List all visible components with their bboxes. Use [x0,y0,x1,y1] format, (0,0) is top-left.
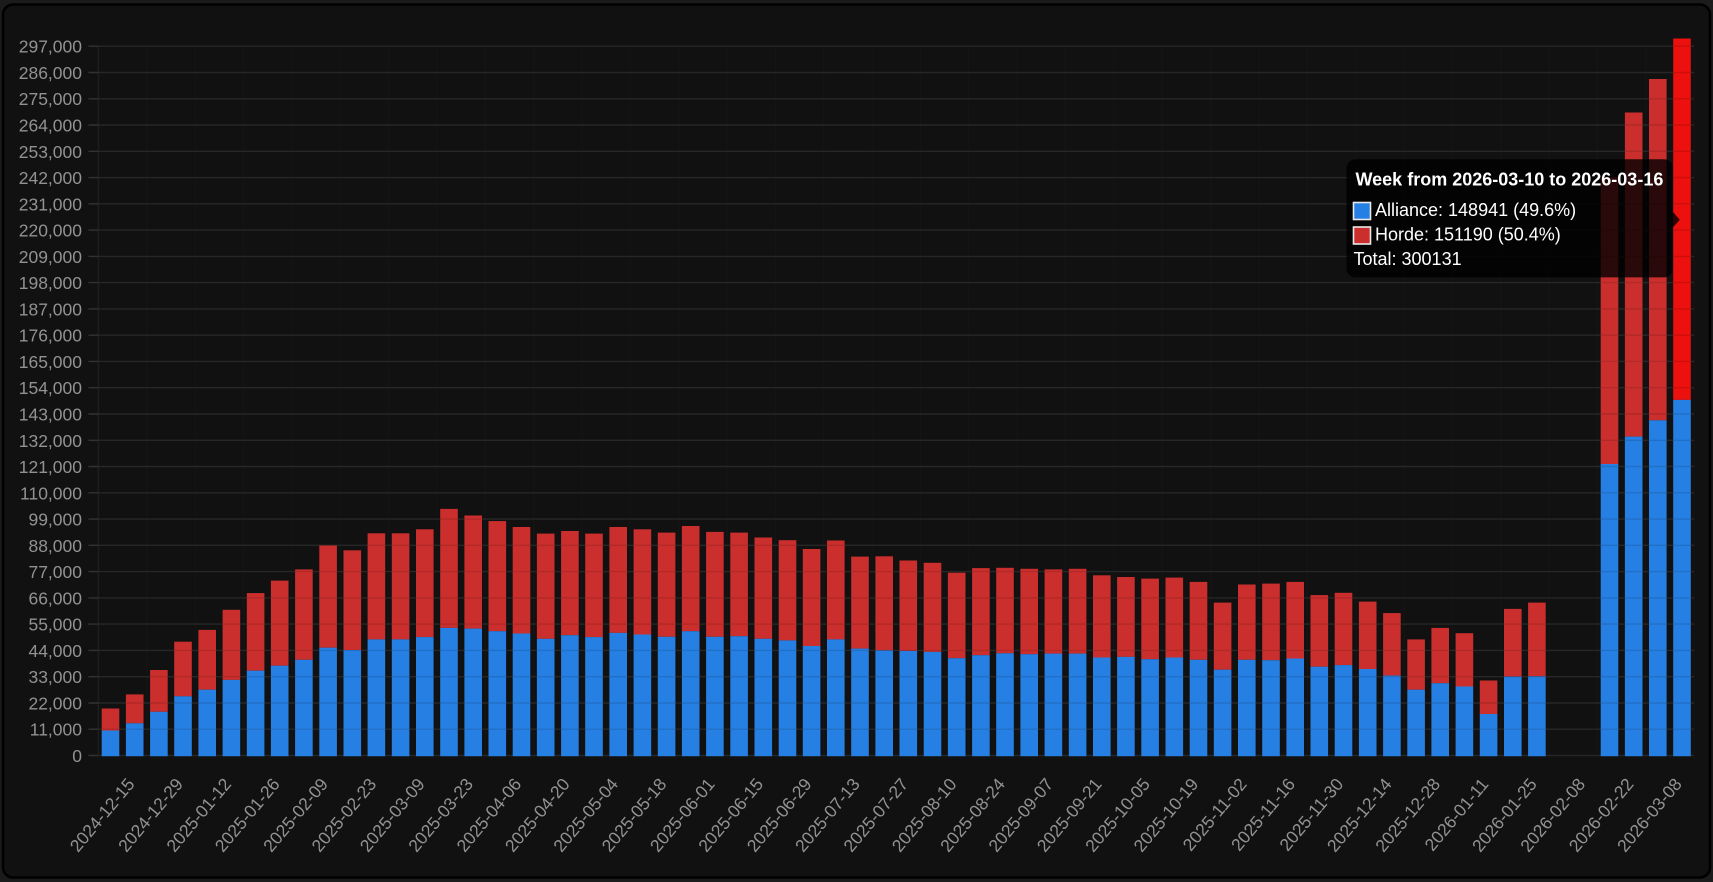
svg-text:121,000: 121,000 [19,457,83,477]
svg-text:55,000: 55,000 [28,615,82,635]
svg-text:297,000: 297,000 [19,37,83,57]
svg-text:110,000: 110,000 [20,483,82,503]
svg-text:198,000: 198,000 [19,273,83,293]
svg-text:0: 0 [72,746,82,766]
svg-text:242,000: 242,000 [19,168,83,188]
svg-text:11,000: 11,000 [30,720,82,740]
svg-text:187,000: 187,000 [19,299,83,319]
svg-text:88,000: 88,000 [28,536,82,556]
svg-text:165,000: 165,000 [19,352,83,372]
svg-text:77,000: 77,000 [28,562,82,582]
svg-text:286,000: 286,000 [19,63,83,83]
svg-text:Horde: 151190 (50.4%): Horde: 151190 (50.4%) [1375,225,1561,245]
svg-text:132,000: 132,000 [19,431,83,451]
svg-text:33,000: 33,000 [28,667,82,687]
svg-text:154,000: 154,000 [19,378,83,398]
svg-text:231,000: 231,000 [19,194,83,214]
svg-text:209,000: 209,000 [19,247,83,267]
svg-text:143,000: 143,000 [19,405,83,425]
svg-text:99,000: 99,000 [28,510,82,530]
svg-text:264,000: 264,000 [19,116,83,136]
svg-text:44,000: 44,000 [28,641,82,661]
svg-text:220,000: 220,000 [19,221,83,241]
svg-text:Alliance: 148941 (49.6%): Alliance: 148941 (49.6%) [1375,200,1576,220]
svg-text:253,000: 253,000 [19,142,83,162]
svg-text:275,000: 275,000 [19,89,83,109]
svg-text:22,000: 22,000 [28,694,82,714]
svg-text:66,000: 66,000 [28,588,82,608]
svg-text:176,000: 176,000 [19,326,83,346]
svg-text:Total: 300131: Total: 300131 [1354,249,1462,269]
svg-text:Week from 2026-03-10 to 2026-0: Week from 2026-03-10 to 2026-03-16 [1356,170,1664,190]
